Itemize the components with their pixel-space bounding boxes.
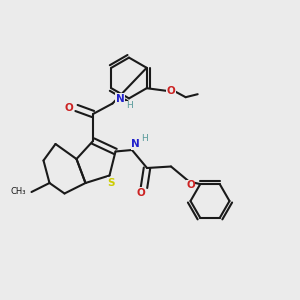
Text: H: H [127, 101, 133, 110]
Text: N: N [116, 94, 124, 104]
Text: O: O [186, 180, 195, 190]
Text: CH₃: CH₃ [11, 188, 26, 196]
Text: H: H [141, 134, 148, 143]
Text: S: S [107, 178, 115, 188]
Text: O: O [64, 103, 74, 113]
Text: O: O [136, 188, 146, 198]
Text: N: N [131, 139, 140, 149]
Text: O: O [166, 86, 175, 96]
